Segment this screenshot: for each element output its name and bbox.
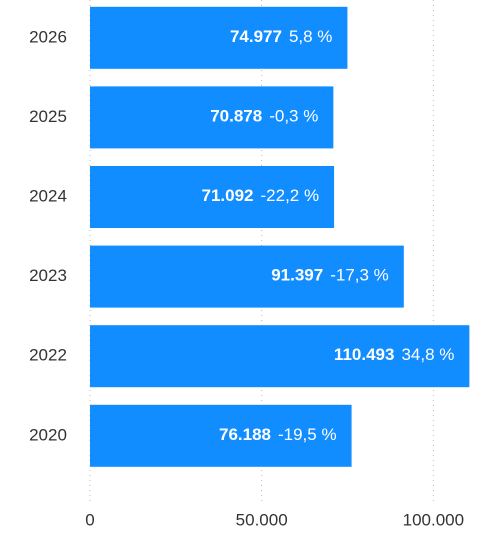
value-label: 91.397: [271, 266, 323, 285]
value-label: 110.493: [334, 346, 395, 365]
data-label: 74.977 5,8 %: [230, 27, 332, 46]
data-label: 71.092 -22,2 %: [202, 186, 320, 205]
data-label: 76.188 -19,5 %: [219, 425, 337, 444]
y-tick-label: 2020: [29, 425, 67, 444]
y-tick-label: 2022: [29, 346, 67, 365]
data-label: 91.397 -17,3 %: [271, 266, 389, 285]
change-label: -17,3 %: [330, 266, 389, 285]
x-tick-label: 50.000: [236, 510, 288, 529]
value-label: 74.977: [230, 27, 282, 46]
change-label: -0,3 %: [269, 107, 318, 126]
x-tick-label: 100.000: [403, 510, 464, 529]
change-label: 5,8 %: [289, 27, 332, 46]
bar: [90, 86, 334, 149]
change-label: -19,5 %: [278, 425, 337, 444]
x-tick-label: 0: [85, 510, 94, 529]
bar: [90, 404, 352, 467]
change-label: -22,2 %: [261, 186, 320, 205]
bar: [90, 166, 335, 228]
value-label: 70.878: [210, 107, 262, 126]
value-label: 76.188: [219, 425, 271, 444]
value-label: 71.092: [202, 186, 254, 205]
bar: [90, 6, 348, 69]
y-tick-label: 2023: [29, 266, 67, 285]
bar: [90, 325, 470, 388]
change-label: 34,8 %: [401, 346, 454, 365]
y-tick-label: 2025: [29, 107, 67, 126]
data-label: 70.878 -0,3 %: [210, 107, 318, 126]
data-label: 110.493 34,8 %: [334, 346, 454, 365]
y-tick-label: 2024: [29, 186, 67, 205]
y-tick-label: 2026: [29, 27, 67, 46]
bar: [90, 245, 404, 308]
